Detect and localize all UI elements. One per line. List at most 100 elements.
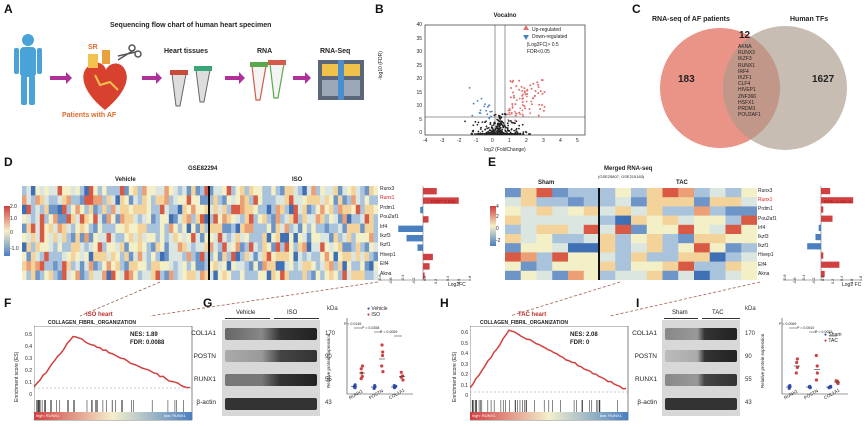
- heatmap-cell: [568, 270, 585, 280]
- heatmap-cell: [315, 195, 321, 206]
- volcano-ytick: 0: [419, 130, 422, 136]
- heatmap-cell: [22, 251, 27, 262]
- heatmap-cell: [257, 270, 263, 280]
- heatmap-cell: [275, 186, 281, 196]
- heatmap-cell: [111, 233, 116, 243]
- heatmap-cell: [182, 261, 187, 271]
- heatmap-cell: [115, 186, 121, 196]
- heatmap-cell: [253, 261, 259, 271]
- panelD-scale-2: 0: [10, 230, 13, 236]
- heatmap-cell: [231, 242, 236, 253]
- volcano-point: [490, 110, 493, 113]
- blot-row-label: POSTN: [634, 353, 657, 360]
- heatmap-cell: [520, 261, 537, 272]
- heatmap-cell: [191, 251, 196, 262]
- volcano-point: [514, 119, 516, 122]
- volcano-point-up: [509, 80, 512, 83]
- panelE-subtitle: (GSE25807, GSE215183): [598, 174, 645, 179]
- heatmap-cell: [615, 252, 632, 262]
- heatmap-cell: [119, 251, 125, 262]
- heatmap-cell: [35, 242, 41, 253]
- volcano-point: [508, 120, 510, 122]
- heatmap-cell: [111, 251, 116, 262]
- heatmap-cell: [155, 214, 161, 224]
- heatmap-cell: [93, 261, 98, 271]
- heatmap-cell: [66, 186, 72, 196]
- heatmap-cell: [106, 204, 112, 215]
- heatmap-cell: [124, 186, 130, 196]
- gsea-ytick: 0.2: [25, 368, 32, 374]
- heatmap-cell: [306, 214, 312, 224]
- heatmap-cell: [173, 223, 179, 234]
- heatmap-cell: [200, 204, 205, 215]
- volcano-point: [515, 99, 518, 102]
- heatmap-cell: [280, 242, 285, 253]
- volcano-point: [502, 131, 505, 134]
- heatmap-cell: [62, 186, 67, 196]
- heatmap-cell: [146, 195, 152, 206]
- heatmap-cell: [568, 243, 585, 253]
- heatmap-cell: [280, 261, 285, 271]
- heatmap-cell: [88, 204, 94, 215]
- heatmap-cell: [284, 242, 290, 253]
- blot-kda: 170: [745, 331, 756, 337]
- volcano-point: [510, 128, 513, 130]
- volcano-point: [479, 112, 482, 115]
- heatmap-cell: [244, 270, 250, 280]
- heatmap-cell: [137, 186, 143, 196]
- heatmap-cell: [583, 197, 600, 207]
- heatmap-cell: [88, 251, 94, 262]
- heatmap-cell: [262, 195, 268, 206]
- heatmap-cell: [646, 206, 663, 216]
- heatmap-cell: [53, 233, 58, 243]
- heatmap-cell: [142, 233, 147, 243]
- heatmap-cell: [177, 270, 183, 280]
- heatmap-cell: [137, 242, 143, 253]
- heatmap-cell: [369, 223, 374, 234]
- heatmap-cell: [289, 223, 294, 234]
- heatmap-cell: [177, 214, 183, 224]
- volcano-xtick: -1: [474, 138, 479, 144]
- heatmap-cell: [39, 223, 45, 234]
- heatmap-cell: [271, 195, 276, 206]
- heatmap-cell: [213, 223, 219, 234]
- heatmap-cell: [725, 234, 742, 244]
- panelA-title: Sequencing flow chart of human heart spe…: [110, 22, 272, 29]
- heatmap-cell: [646, 261, 663, 272]
- sequencer-icon: [318, 60, 364, 100]
- heatmap-cell: [568, 197, 585, 207]
- heatmap-cell: [583, 188, 600, 198]
- volcano-point: [509, 131, 512, 134]
- heatmap-cell: [248, 251, 254, 262]
- heatmap-cell: [182, 204, 187, 215]
- panel-label-e: E: [488, 155, 497, 169]
- heatmap-cell: [88, 261, 94, 271]
- heatmap-cell: [173, 186, 179, 196]
- heatmap-cell: [275, 270, 281, 280]
- volcano-point: [487, 133, 490, 135]
- heatmap-cell: [302, 186, 308, 196]
- heatmap-cell: [115, 195, 121, 206]
- heatmap-cell: [266, 270, 272, 280]
- volcano-point: [474, 120, 477, 123]
- heatmap-cell: [324, 270, 330, 280]
- heatmap-cell: [93, 195, 98, 206]
- volcano-point: [486, 127, 489, 130]
- heatmap-cell: [222, 270, 227, 280]
- venn-diagram: [660, 26, 847, 150]
- heatmap-cell: [342, 195, 348, 206]
- heatmap-cell: [244, 195, 250, 206]
- heatmap-cell: [302, 242, 308, 253]
- heatmap-cell: [355, 251, 361, 262]
- heatmap-cell: [195, 233, 201, 243]
- heatmap-cell: [293, 195, 299, 206]
- heatmap-cell: [505, 206, 522, 216]
- heatmap-cell: [222, 204, 227, 215]
- heatmap-cell: [253, 204, 259, 215]
- heatmap-cell: [351, 204, 357, 215]
- panelG-legend-0: Vehicle: [371, 306, 388, 312]
- heatmap-cell: [62, 261, 67, 271]
- heatmap-cell: [133, 261, 138, 271]
- heatmap-cell: [48, 261, 54, 271]
- volcano-point: [522, 131, 525, 133]
